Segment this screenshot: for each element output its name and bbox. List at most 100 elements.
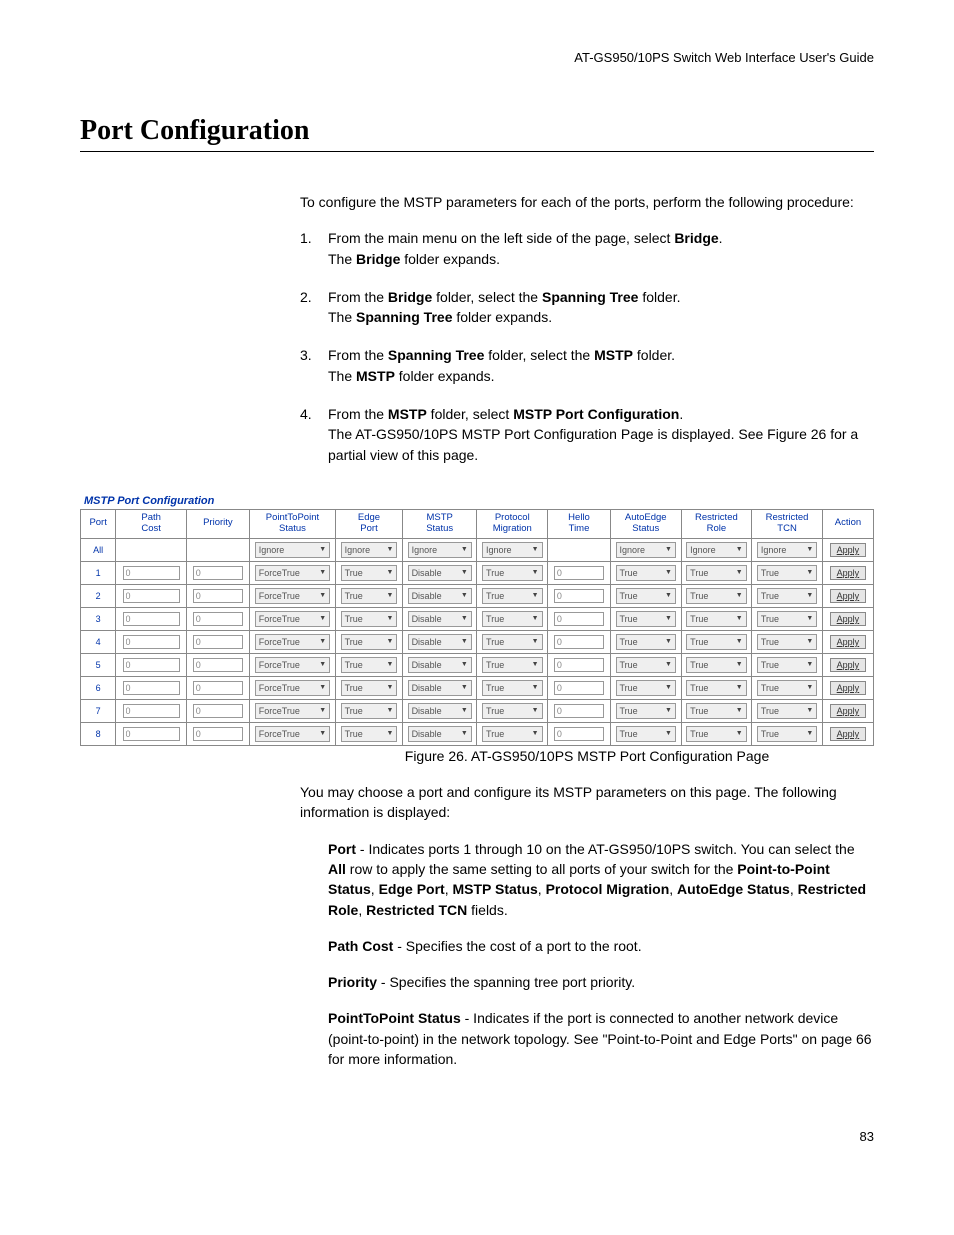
select-dropdown[interactable]: True▼: [757, 565, 817, 581]
select-dropdown[interactable]: ForceTrue▼: [255, 657, 330, 673]
apply-button[interactable]: Apply: [830, 589, 867, 603]
text-input[interactable]: [123, 635, 180, 649]
text-input[interactable]: [193, 658, 243, 672]
text-input[interactable]: [554, 727, 604, 741]
select-dropdown[interactable]: True▼: [686, 588, 746, 604]
select-dropdown[interactable]: True▼: [482, 565, 542, 581]
select-dropdown[interactable]: True▼: [757, 657, 817, 673]
select-dropdown[interactable]: ForceTrue▼: [255, 588, 330, 604]
select-dropdown[interactable]: True▼: [616, 703, 676, 719]
select-dropdown[interactable]: True▼: [341, 588, 398, 604]
select-dropdown[interactable]: Ignore▼: [341, 542, 398, 558]
text-input[interactable]: [554, 589, 604, 603]
select-dropdown[interactable]: True▼: [482, 680, 542, 696]
select-dropdown[interactable]: True▼: [341, 703, 398, 719]
text-input[interactable]: [123, 681, 180, 695]
text-input[interactable]: [123, 566, 180, 580]
select-dropdown[interactable]: Disable▼: [408, 726, 472, 742]
select-dropdown[interactable]: True▼: [482, 657, 542, 673]
select-dropdown[interactable]: Disable▼: [408, 634, 472, 650]
select-dropdown[interactable]: True▼: [341, 565, 398, 581]
select-dropdown[interactable]: True▼: [341, 680, 398, 696]
select-dropdown[interactable]: True▼: [686, 611, 746, 627]
select-dropdown[interactable]: True▼: [757, 611, 817, 627]
text-input[interactable]: [554, 704, 604, 718]
select-dropdown[interactable]: ForceTrue▼: [255, 680, 330, 696]
select-dropdown[interactable]: True▼: [482, 726, 542, 742]
select-dropdown[interactable]: True▼: [686, 565, 746, 581]
apply-button[interactable]: Apply: [830, 681, 867, 695]
select-dropdown[interactable]: True▼: [482, 703, 542, 719]
select-dropdown[interactable]: True▼: [686, 726, 746, 742]
select-dropdown[interactable]: ForceTrue▼: [255, 611, 330, 627]
apply-button[interactable]: Apply: [830, 727, 867, 741]
select-dropdown[interactable]: Disable▼: [408, 657, 472, 673]
text-input[interactable]: [193, 635, 243, 649]
text-input[interactable]: [193, 704, 243, 718]
text-input[interactable]: [554, 658, 604, 672]
text-input[interactable]: [554, 681, 604, 695]
text-input[interactable]: [554, 635, 604, 649]
select-dropdown[interactable]: True▼: [341, 611, 398, 627]
text-input[interactable]: [193, 612, 243, 626]
text-input[interactable]: [123, 612, 180, 626]
select-dropdown[interactable]: True▼: [757, 634, 817, 650]
select-dropdown[interactable]: True▼: [757, 680, 817, 696]
select-dropdown[interactable]: ForceTrue▼: [255, 703, 330, 719]
select-dropdown[interactable]: True▼: [616, 611, 676, 627]
apply-button[interactable]: Apply: [830, 566, 867, 580]
select-dropdown[interactable]: True▼: [341, 634, 398, 650]
select-dropdown[interactable]: ForceTrue▼: [255, 565, 330, 581]
select-dropdown[interactable]: True▼: [616, 657, 676, 673]
select-dropdown[interactable]: True▼: [482, 634, 542, 650]
select-dropdown[interactable]: True▼: [686, 703, 746, 719]
apply-button[interactable]: Apply: [830, 612, 867, 626]
select-dropdown[interactable]: Disable▼: [408, 565, 472, 581]
select-dropdown[interactable]: True▼: [686, 657, 746, 673]
select-dropdown[interactable]: ForceTrue▼: [255, 726, 330, 742]
select-dropdown[interactable]: Ignore▼: [757, 542, 817, 558]
table-header-cell: EdgePort: [336, 509, 403, 538]
select-dropdown[interactable]: Disable▼: [408, 588, 472, 604]
apply-button[interactable]: Apply: [830, 704, 867, 718]
apply-button[interactable]: Apply: [830, 543, 867, 557]
select-dropdown[interactable]: True▼: [757, 703, 817, 719]
text-input[interactable]: [554, 612, 604, 626]
select-dropdown[interactable]: True▼: [482, 611, 542, 627]
select-dropdown[interactable]: Ignore▼: [482, 542, 542, 558]
text-input[interactable]: [193, 566, 243, 580]
select-dropdown[interactable]: True▼: [616, 726, 676, 742]
select-dropdown[interactable]: True▼: [616, 588, 676, 604]
select-dropdown[interactable]: True▼: [341, 726, 398, 742]
select-dropdown[interactable]: True▼: [686, 680, 746, 696]
text-input[interactable]: [554, 566, 604, 580]
select-dropdown[interactable]: Ignore▼: [616, 542, 676, 558]
select-dropdown[interactable]: Disable▼: [408, 680, 472, 696]
select-dropdown[interactable]: Ignore▼: [255, 542, 330, 558]
select-dropdown[interactable]: Disable▼: [408, 703, 472, 719]
select-dropdown[interactable]: True▼: [616, 565, 676, 581]
select-dropdown[interactable]: True▼: [482, 588, 542, 604]
select-dropdown[interactable]: True▼: [686, 634, 746, 650]
text-input[interactable]: [123, 704, 180, 718]
text-input[interactable]: [123, 658, 180, 672]
select-dropdown[interactable]: Ignore▼: [408, 542, 472, 558]
apply-button[interactable]: Apply: [830, 635, 867, 649]
port-cell: 2: [81, 584, 116, 607]
select-dropdown[interactable]: True▼: [616, 680, 676, 696]
apply-button[interactable]: Apply: [830, 658, 867, 672]
select-dropdown[interactable]: True▼: [757, 588, 817, 604]
step-item: 2.From the Bridge folder, select the Spa…: [300, 287, 874, 328]
select-dropdown[interactable]: ForceTrue▼: [255, 634, 330, 650]
select-dropdown[interactable]: True▼: [757, 726, 817, 742]
text-input[interactable]: [193, 681, 243, 695]
select-dropdown[interactable]: Ignore▼: [686, 542, 746, 558]
select-dropdown[interactable]: Disable▼: [408, 611, 472, 627]
text-input[interactable]: [123, 727, 180, 741]
select-dropdown[interactable]: True▼: [616, 634, 676, 650]
text-input[interactable]: [193, 727, 243, 741]
text-input[interactable]: [123, 589, 180, 603]
select-dropdown[interactable]: True▼: [341, 657, 398, 673]
text-input[interactable]: [193, 589, 243, 603]
ptp-label: PointToPoint Status: [328, 1010, 461, 1026]
